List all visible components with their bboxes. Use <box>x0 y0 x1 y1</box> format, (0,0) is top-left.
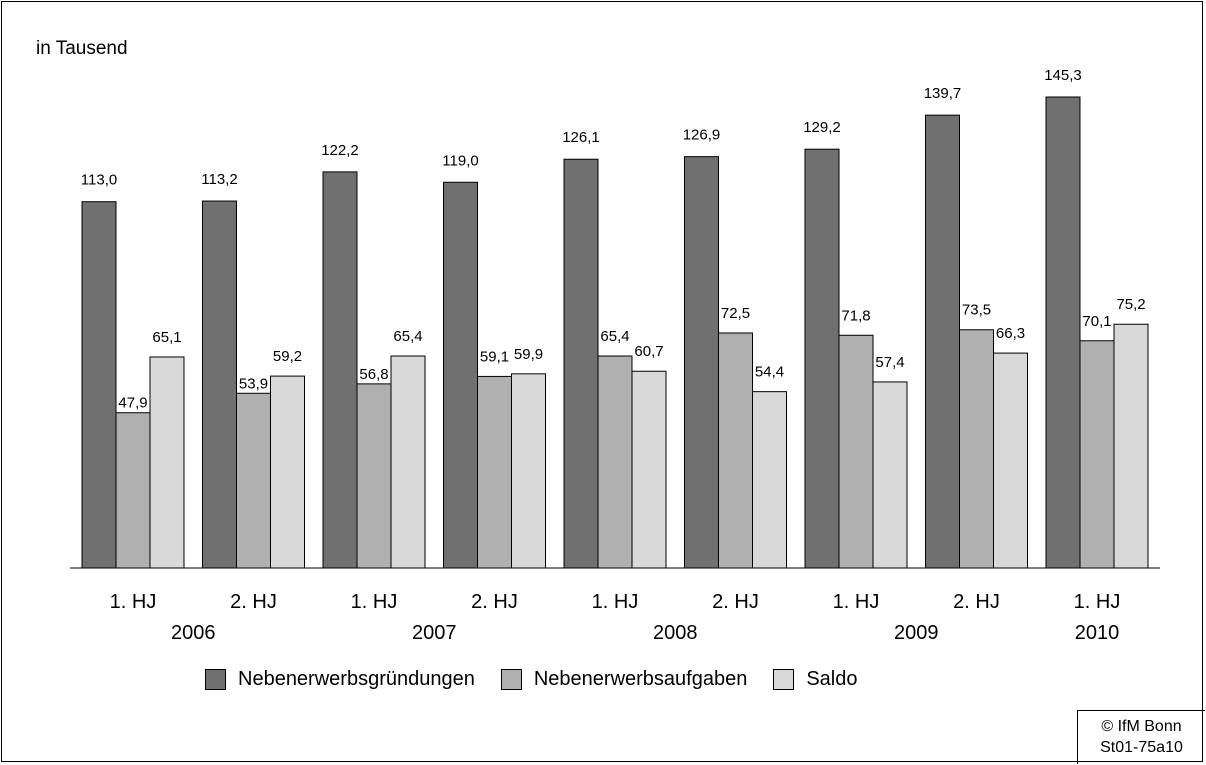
bar-2-2 <box>236 392 271 569</box>
data-label-3-3: 65,4 <box>393 328 422 345</box>
legend-swatch-aufgaben <box>500 668 522 690</box>
data-label-2-8: 73,5 <box>962 302 991 319</box>
x-tick-label-2: 2. HJ <box>230 591 277 613</box>
unit-label: in Tausend <box>36 38 128 59</box>
x-tick-label-7: 1. HJ <box>833 591 880 613</box>
bar-1-2 <box>202 200 237 569</box>
data-label-2-2: 53,9 <box>239 375 268 392</box>
data-label-2-3: 56,8 <box>359 366 388 383</box>
data-label-3-1: 65,1 <box>152 329 181 346</box>
data-label-2-7: 71,8 <box>841 307 870 324</box>
legend: Nebenerwerbsgründungen Nebenerwerbsaufga… <box>205 666 884 692</box>
legend-swatch-gruendungen <box>205 668 226 690</box>
bar-2-9 <box>1079 340 1115 569</box>
legend-item-gruendungen: Nebenerwerbsgründungen <box>205 668 475 691</box>
year-label-2008: 2008 <box>653 622 698 644</box>
legend-swatch-saldo <box>773 668 795 690</box>
bar-1-8 <box>925 114 960 569</box>
bar-2-6 <box>718 332 753 569</box>
data-label-2-5: 65,4 <box>600 328 629 345</box>
bar-1-6 <box>684 156 719 569</box>
x-tick-label-1: 1. HJ <box>110 591 157 613</box>
bar-3-5 <box>631 370 667 569</box>
data-label-3-5: 60,7 <box>634 343 663 360</box>
data-label-2-9: 70,1 <box>1082 313 1111 330</box>
data-label-3-2: 59,2 <box>273 348 302 365</box>
year-label-2007: 2007 <box>412 622 457 644</box>
x-tick-label-4: 2. HJ <box>471 591 518 613</box>
data-label-1-9: 145,3 <box>1044 67 1082 84</box>
bar-chart: 113,0 113,2 122,2 119,0 126,1 126,9 129,2 139,7… <box>70 67 1160 644</box>
data-label-3-4: 59,9 <box>514 346 543 363</box>
legend-label-aufgaben: Nebenerwerbsaufgaben <box>533 667 748 690</box>
data-label-3-6: 54,4 <box>755 364 784 381</box>
bar-1-1 <box>81 201 117 569</box>
legend-label-gruendungen: Nebenerwerbsgründungen <box>238 667 475 690</box>
bar-1-3 <box>322 171 358 569</box>
x-tick-label-6: 2. HJ <box>712 591 759 613</box>
bar-2-5 <box>597 355 633 569</box>
bar-1-5 <box>563 158 599 569</box>
bar-3-6 <box>752 391 787 569</box>
bar-3-2 <box>270 375 305 569</box>
data-label-2-4: 59,1 <box>480 348 509 365</box>
data-label-1-1: 113,0 <box>81 172 117 189</box>
x-tick-label-9: 1. HJ <box>1074 591 1121 613</box>
legend-item-aufgaben: Nebenerwerbsaufgaben <box>500 667 748 691</box>
x-tick-label-8: 2. HJ <box>953 591 1000 613</box>
data-label-3-8: 66,3 <box>996 325 1025 342</box>
x-tick-label-5: 1. HJ <box>592 591 639 613</box>
bar-1-9 <box>1045 96 1081 569</box>
bar-3-1 <box>149 356 185 569</box>
bar-2-3 <box>356 383 392 569</box>
data-label-1-2: 113,2 <box>201 171 237 188</box>
bar-1-4 <box>443 181 478 569</box>
source-line-1: © IfM Bonn <box>1101 718 1182 735</box>
bar-2-1 <box>115 412 151 569</box>
year-label-2010: 2010 <box>1075 622 1120 644</box>
year-label-2009: 2009 <box>894 622 939 644</box>
data-label-2-6: 72,5 <box>721 305 750 322</box>
source-line-2: St01-75a10 <box>1100 739 1183 756</box>
legend-label-saldo: Saldo <box>806 667 858 690</box>
data-label-1-7: 129,2 <box>803 119 841 136</box>
data-label-1-8: 139,7 <box>924 85 962 102</box>
legend-item-saldo: Saldo <box>773 667 858 691</box>
source-box: © IfM Bonn St01-75a10 <box>1077 710 1205 764</box>
bar-3-4 <box>511 373 546 569</box>
bar-2-8 <box>959 329 994 569</box>
data-label-3-7: 57,4 <box>875 354 904 371</box>
bar-3-3 <box>390 355 426 569</box>
bar-1-7 <box>804 148 840 569</box>
data-label-2-1: 47,9 <box>118 395 147 412</box>
bar-2-4 <box>477 375 512 569</box>
bar-3-7 <box>872 381 908 569</box>
year-label-2006: 2006 <box>171 622 216 644</box>
x-tick-label-3: 1. HJ <box>351 591 398 613</box>
data-label-1-3: 122,2 <box>321 142 359 159</box>
data-label-1-4: 119,0 <box>442 152 478 169</box>
bar-2-7 <box>838 334 874 569</box>
data-label-1-5: 126,1 <box>562 129 600 146</box>
data-label-3-9: 75,2 <box>1116 296 1145 313</box>
bar-3-8 <box>993 352 1028 569</box>
data-label-1-6: 126,9 <box>683 127 721 144</box>
bar-3-9 <box>1113 323 1149 569</box>
